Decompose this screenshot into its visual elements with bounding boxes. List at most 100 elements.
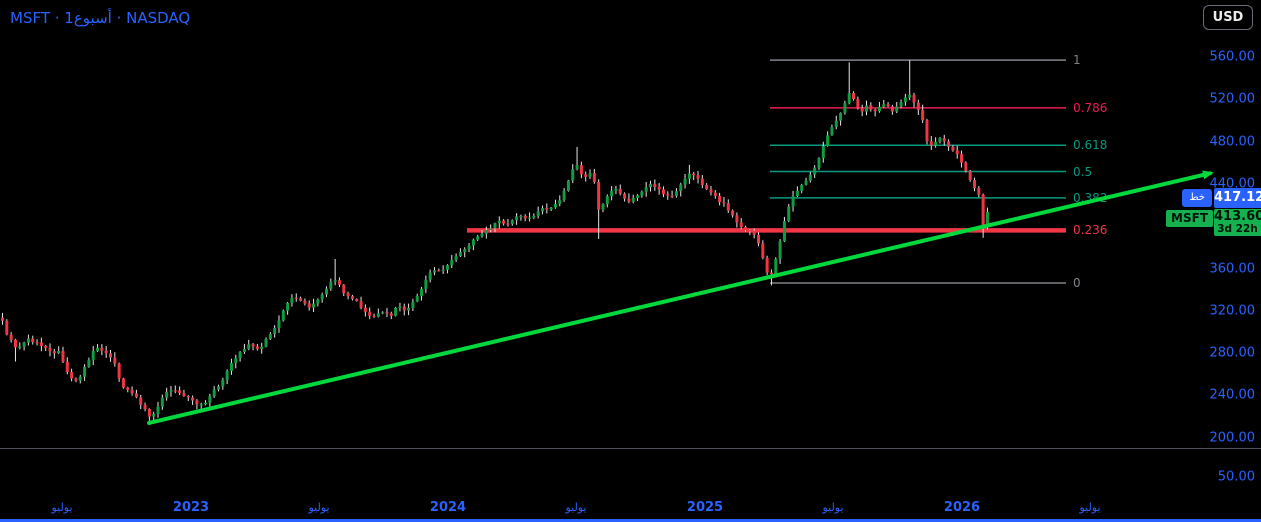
candle-body: [860, 107, 864, 112]
candle-body: [571, 169, 575, 181]
candle-body: [601, 204, 605, 210]
candle-body: [113, 357, 117, 364]
candle-body: [899, 102, 903, 107]
candle-body: [104, 350, 108, 354]
candle-body: [109, 353, 112, 358]
time-axis-label[interactable]: يوليو: [1079, 501, 1101, 514]
price-axis-label[interactable]: 360.00: [1209, 261, 1256, 276]
lower-pane-axis-label[interactable]: 50.00: [1217, 469, 1255, 485]
candle-body: [372, 315, 376, 318]
candle-body: [562, 191, 566, 201]
time-axis-label[interactable]: 2026: [943, 500, 981, 515]
price-axis-label[interactable]: 480.00: [1209, 134, 1256, 150]
candle-body: [320, 294, 324, 300]
candle-body: [895, 106, 899, 112]
candle-body: [674, 191, 678, 196]
candle-body: [363, 307, 367, 312]
candle-body: [325, 288, 328, 295]
candle-body: [355, 298, 359, 302]
symbol-title[interactable]: MSFT · 1أسبوع · NASDAQ: [10, 9, 191, 27]
candle-body: [441, 269, 445, 272]
price-axis-label[interactable]: 520.00: [1209, 91, 1256, 107]
time-axis-label[interactable]: يوليو: [51, 501, 73, 514]
price-axis-label[interactable]: 280.00: [1209, 345, 1256, 361]
last-price-badge[interactable]: 413.60 3d 22h: [1214, 209, 1261, 236]
candle-body: [221, 379, 225, 387]
candle-body: [735, 215, 739, 223]
candle-body: [960, 154, 964, 163]
time-axis-label[interactable]: يوليو: [565, 501, 587, 514]
candle-body: [169, 390, 173, 392]
candle-body: [661, 189, 665, 195]
candle-body: [9, 334, 13, 340]
candle-body: [415, 296, 419, 302]
candle-body: [769, 272, 773, 275]
candle-body: [964, 162, 968, 172]
time-axis-label[interactable]: 2023: [172, 500, 210, 515]
price-axis-label[interactable]: 200.00: [1209, 430, 1256, 446]
candle-body: [575, 165, 579, 170]
candle-body: [31, 338, 35, 343]
fib-level-label: 0.786: [1073, 100, 1108, 115]
candle-body: [333, 280, 337, 282]
candle-body: [251, 344, 255, 347]
candle-body: [510, 220, 514, 224]
candle-body: [312, 303, 316, 308]
candle-body: [973, 179, 976, 189]
price-axis-label[interactable]: 240.00: [1209, 387, 1256, 403]
candle-body: [929, 141, 933, 146]
candle-body: [139, 397, 143, 405]
candle-body: [70, 372, 74, 379]
candle-body: [182, 393, 186, 397]
candle-body: [903, 97, 907, 103]
price-axis-label[interactable]: 440.00: [1209, 176, 1256, 192]
candle-body: [346, 293, 350, 297]
trendline-price-badge[interactable]: 417.12: [1214, 188, 1261, 208]
candle-body: [692, 173, 696, 176]
candle-body: [726, 203, 730, 211]
candle-body: [705, 185, 709, 190]
candle-body: [636, 195, 640, 198]
time-axis-label[interactable]: يوليو: [822, 501, 844, 514]
candle-body: [26, 338, 30, 343]
price-axis-label[interactable]: 560.00: [1209, 49, 1256, 65]
candle-body: [890, 106, 894, 112]
time-axis-label[interactable]: 2024: [429, 500, 467, 515]
pane-separator[interactable]: [0, 448, 1261, 449]
candle-body: [731, 210, 735, 216]
candle-body: [407, 307, 411, 311]
fib-level-label: 0.5: [1073, 164, 1093, 179]
candle-body: [718, 195, 722, 203]
candle-body: [947, 141, 951, 147]
candle-body: [44, 345, 48, 348]
candle-body: [925, 120, 929, 142]
candle-body: [761, 243, 765, 258]
candle-body: [528, 217, 532, 219]
candle-body: [18, 346, 22, 348]
trendline-tag-badge[interactable]: خط: [1182, 189, 1212, 207]
candle-body: [618, 188, 622, 194]
candle-body: [955, 150, 959, 155]
candle-body: [713, 192, 717, 196]
candle-body: [234, 358, 238, 364]
candle-body: [579, 165, 583, 175]
symbol-price-tag[interactable]: MSFT: [1166, 210, 1213, 227]
candle-body: [277, 320, 281, 329]
candle-body: [553, 203, 557, 208]
candle-body: [627, 198, 631, 202]
candle-body: [57, 350, 61, 354]
candle-body: [286, 302, 290, 311]
candle-body: [765, 257, 769, 273]
candle-body: [458, 252, 462, 257]
candle-body: [649, 183, 652, 188]
price-axis-label[interactable]: 320.00: [1209, 303, 1256, 319]
candle-body: [752, 230, 756, 235]
candle-body: [52, 351, 56, 354]
candle-body: [847, 93, 851, 104]
time-axis-label[interactable]: يوليو: [308, 501, 330, 514]
candle-body: [968, 171, 972, 180]
currency-button[interactable]: USD: [1203, 5, 1253, 30]
time-axis-label[interactable]: 2025: [686, 500, 724, 515]
bottom-accent-bar: [0, 519, 1261, 522]
